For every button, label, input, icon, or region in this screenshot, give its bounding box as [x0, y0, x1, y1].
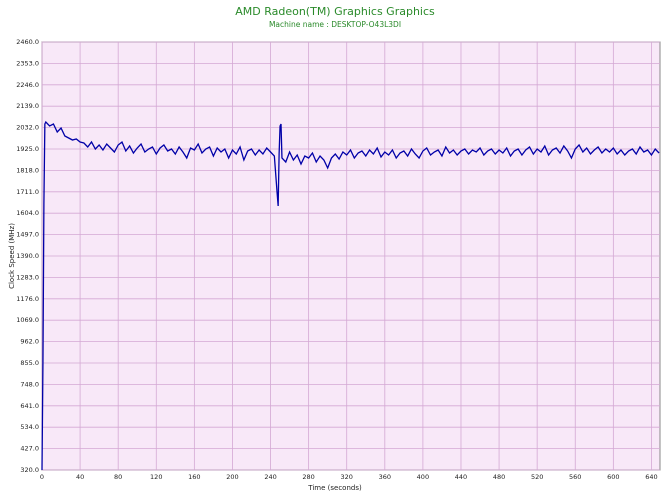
y-tick-label: 855.0	[20, 359, 39, 367]
x-tick-label: 120	[150, 473, 162, 481]
chart-subtitle: Machine name : DESKTOP-O43L3DI	[269, 20, 401, 29]
x-tick-label: 440	[455, 473, 467, 481]
y-tick-label: 748.0	[20, 380, 39, 388]
y-tick-label: 1069.0	[16, 316, 39, 324]
x-tick-label: 80	[114, 473, 122, 481]
y-tick-label: 1176.0	[16, 295, 39, 303]
y-tick-label: 1497.0	[16, 231, 39, 239]
chart-title: AMD Radeon(TM) Graphics Graphics	[235, 5, 435, 18]
y-axis-label: Clock Speed (MHz)	[8, 223, 16, 289]
x-tick-label: 600	[607, 473, 619, 481]
x-tick-label: 40	[76, 473, 84, 481]
y-tick-label: 2246.0	[16, 81, 39, 89]
y-tick-label: 2139.0	[16, 102, 39, 110]
x-tick-label: 360	[379, 473, 391, 481]
y-tick-label: 1711.0	[16, 188, 39, 196]
x-tick-label: 280	[302, 473, 314, 481]
y-tick-label: 2460.0	[16, 38, 39, 46]
data-line	[41, 120, 660, 471]
x-tick-label: 160	[188, 473, 200, 481]
x-tick-label: 0	[40, 473, 44, 481]
y-tick-label: 962.0	[20, 338, 39, 346]
x-tick-label: 200	[226, 473, 238, 481]
y-tick-label: 2353.0	[16, 59, 39, 67]
x-tick-label: 400	[417, 473, 429, 481]
y-tick-label: 1390.0	[16, 252, 39, 260]
y-tick-label: 1818.0	[16, 166, 39, 174]
x-tick-label: 640	[645, 473, 657, 481]
y-tick-label: 1283.0	[16, 273, 39, 281]
y-tick-label: 534.0	[20, 423, 39, 431]
x-tick-label: 240	[264, 473, 276, 481]
y-tick-label: 427.0	[20, 445, 39, 453]
x-axis-label: Time (seconds)	[307, 484, 362, 492]
x-tick-label: 520	[531, 473, 543, 481]
y-tick-label: 641.0	[20, 402, 39, 410]
y-tick-label: 320.0	[20, 466, 39, 474]
y-tick-label: 1925.0	[16, 145, 39, 153]
y-tick-label: 1604.0	[16, 209, 39, 217]
x-tick-label: 320	[341, 473, 353, 481]
x-tick-label: 480	[493, 473, 505, 481]
x-tick-label: 560	[569, 473, 581, 481]
y-tick-label: 2032.0	[16, 124, 39, 132]
